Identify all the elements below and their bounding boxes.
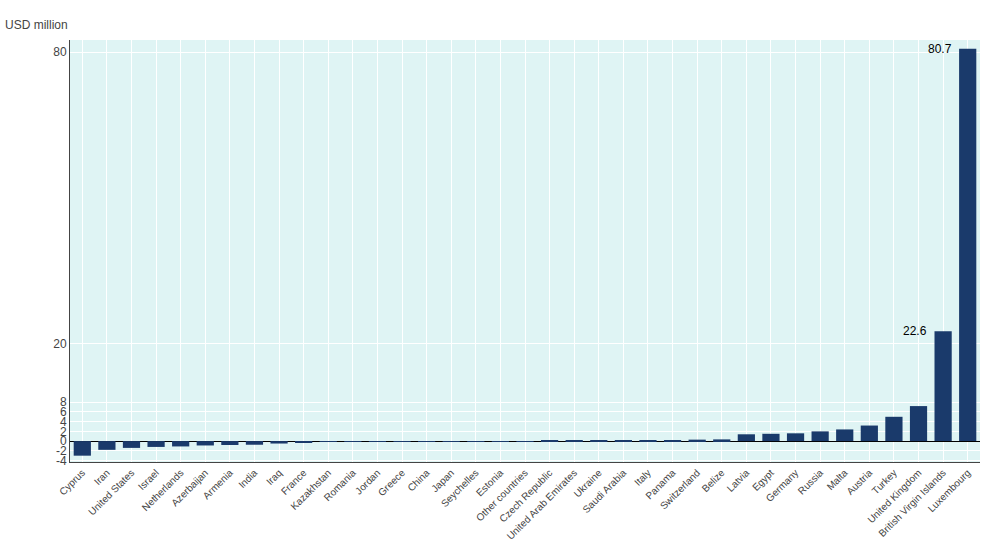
svg-text:4: 4 — [60, 415, 67, 429]
svg-text:Luxembourg: Luxembourg — [926, 467, 973, 514]
svg-text:India: India — [236, 467, 259, 490]
svg-text:Czech Republic: Czech Republic — [497, 467, 554, 524]
svg-text:France: France — [279, 467, 309, 497]
svg-text:Iran: Iran — [92, 467, 112, 487]
svg-text:22.6: 22.6 — [903, 324, 927, 338]
svg-text:80.7: 80.7 — [928, 42, 952, 56]
svg-text:Cyprus: Cyprus — [57, 467, 87, 497]
svg-text:-4: -4 — [56, 454, 67, 468]
svg-text:-2: -2 — [56, 444, 67, 458]
svg-text:Turkey: Turkey — [870, 467, 899, 496]
svg-text:Other countries: Other countries — [474, 467, 530, 523]
svg-text:United Arab Emirates: United Arab Emirates — [505, 467, 580, 542]
svg-text:Austria: Austria — [844, 467, 874, 497]
svg-text:United Kingdom: United Kingdom — [865, 467, 923, 525]
svg-text:Seychelles: Seychelles — [439, 467, 481, 509]
svg-text:Switzerland: Switzerland — [658, 467, 702, 511]
svg-text:2: 2 — [60, 425, 67, 439]
svg-text:Belize: Belize — [700, 467, 727, 494]
svg-text:China: China — [405, 467, 432, 494]
svg-text:Iraq: Iraq — [264, 467, 284, 487]
svg-text:Jordan: Jordan — [353, 467, 382, 496]
svg-text:Malta: Malta — [825, 467, 850, 492]
svg-text:Saudi Arabia: Saudi Arabia — [580, 467, 628, 515]
svg-text:Estonia: Estonia — [474, 467, 506, 499]
svg-text:8: 8 — [60, 395, 67, 409]
svg-text:United States: United States — [86, 467, 136, 517]
svg-text:Panama: Panama — [643, 467, 677, 501]
svg-text:0: 0 — [60, 434, 67, 448]
svg-text:British Virgin Islands: British Virgin Islands — [876, 467, 948, 539]
svg-text:Israel: Israel — [136, 467, 161, 492]
svg-text:6: 6 — [60, 405, 67, 419]
svg-text:Azerbaijan: Azerbaijan — [169, 467, 210, 508]
svg-text:Kazakhstan: Kazakhstan — [288, 467, 333, 512]
svg-text:Latvia: Latvia — [725, 467, 752, 494]
svg-text:20: 20 — [53, 337, 67, 351]
svg-text:Germany: Germany — [764, 467, 801, 504]
svg-text:80: 80 — [53, 45, 67, 59]
svg-text:Netherlands: Netherlands — [140, 467, 186, 513]
svg-text:Greece: Greece — [376, 467, 407, 498]
svg-text:Egypt: Egypt — [750, 467, 776, 493]
svg-text:Ukraine: Ukraine — [572, 467, 604, 499]
svg-text:Italy: Italy — [632, 467, 653, 488]
svg-text:USD million: USD million — [5, 18, 68, 32]
svg-text:Japan: Japan — [429, 467, 456, 494]
svg-text:Russia: Russia — [796, 467, 826, 497]
svg-text:Romania: Romania — [322, 467, 358, 503]
svg-text:Armenia: Armenia — [201, 467, 235, 501]
